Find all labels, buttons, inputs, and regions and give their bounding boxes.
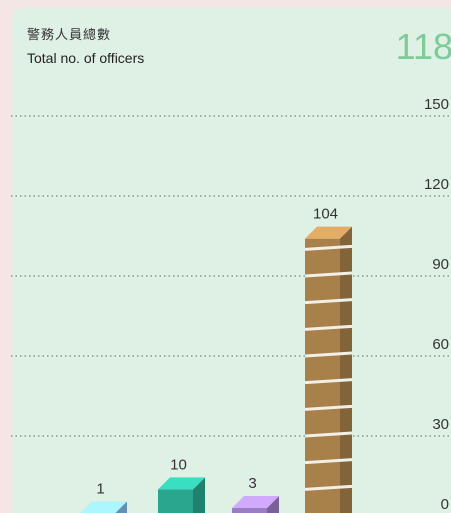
y-tick-label: 60 bbox=[432, 336, 449, 353]
bar-top bbox=[80, 501, 127, 513]
bar-value-label: 10 bbox=[170, 456, 187, 473]
chart-panel: 警務人員總數 Total no. of officers 118 0 30 60 90… bbox=[11, 8, 451, 513]
y-tick-label: 90 bbox=[432, 256, 449, 273]
bar bbox=[232, 508, 267, 513]
bar-segment-divider bbox=[304, 484, 353, 491]
chart-title-zh: 警務人員總數 bbox=[27, 28, 112, 43]
bar-segment-divider bbox=[304, 351, 353, 358]
bar-value-label: 1 bbox=[96, 480, 104, 497]
y-tick-label: 120 bbox=[424, 176, 449, 193]
bar-value-label: 104 bbox=[313, 206, 338, 223]
bar-segment-divider bbox=[304, 324, 353, 331]
bar-value-label: 3 bbox=[248, 475, 256, 492]
bar-side bbox=[193, 477, 205, 513]
chart-title-en: Total no. of officers bbox=[27, 50, 145, 66]
bar-segment-divider bbox=[304, 244, 353, 251]
bar-segment-divider bbox=[304, 298, 353, 305]
bar-segment-divider bbox=[304, 431, 353, 438]
bar-side bbox=[267, 496, 279, 513]
total-count: 118 bbox=[395, 26, 451, 67]
y-tick-label: 150 bbox=[424, 96, 449, 113]
bar-segment-divider bbox=[304, 378, 353, 385]
bar-segment-divider bbox=[304, 404, 353, 411]
bar-top bbox=[305, 226, 352, 239]
bar-chart: 0 30 60 90 120 150 1 10 3 104 bbox=[11, 96, 451, 513]
bar-side bbox=[340, 226, 352, 513]
bar-segment-divider bbox=[304, 458, 353, 465]
y-tick-label: 30 bbox=[432, 416, 449, 433]
bar-top bbox=[158, 477, 205, 490]
bar bbox=[305, 238, 340, 513]
bar-side bbox=[115, 501, 127, 513]
bar-top bbox=[232, 496, 279, 508]
bar bbox=[158, 489, 193, 513]
bar-segment-divider bbox=[304, 271, 353, 278]
y-tick-label: 0 bbox=[441, 496, 449, 513]
